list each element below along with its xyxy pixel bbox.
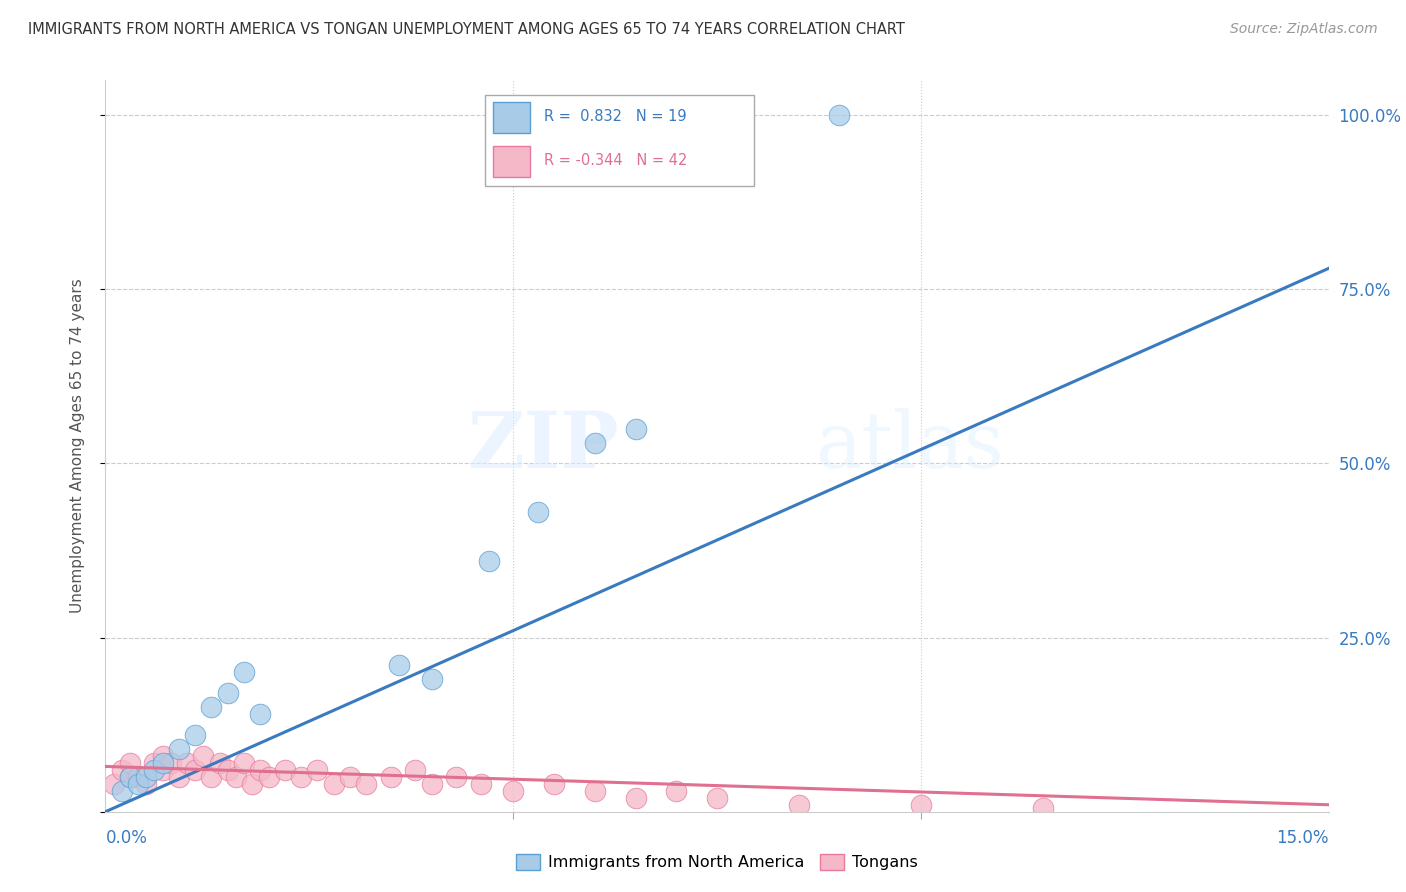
- Point: [624, 790, 647, 805]
- Point: [118, 770, 141, 784]
- Point: [910, 797, 932, 812]
- Point: [200, 770, 222, 784]
- Point: [388, 658, 411, 673]
- Point: [404, 763, 426, 777]
- Text: IMMIGRANTS FROM NORTH AMERICA VS TONGAN UNEMPLOYMENT AMONG AGES 65 TO 74 YEARS C: IMMIGRANTS FROM NORTH AMERICA VS TONGAN …: [28, 22, 905, 37]
- FancyBboxPatch shape: [492, 146, 530, 178]
- Point: [444, 770, 467, 784]
- Point: [307, 763, 329, 777]
- Point: [665, 784, 688, 798]
- Point: [322, 777, 344, 791]
- Point: [135, 777, 157, 791]
- Point: [176, 756, 198, 770]
- Text: R = -0.344   N = 42: R = -0.344 N = 42: [544, 153, 688, 169]
- Point: [184, 728, 207, 742]
- Point: [217, 763, 239, 777]
- Point: [143, 763, 166, 777]
- Point: [478, 554, 501, 568]
- Text: atlas: atlas: [815, 409, 1004, 483]
- Point: [249, 763, 271, 777]
- FancyBboxPatch shape: [485, 95, 754, 186]
- Point: [225, 770, 247, 784]
- Point: [420, 673, 443, 687]
- Point: [152, 763, 174, 777]
- Text: 15.0%: 15.0%: [1277, 829, 1329, 847]
- Point: [159, 756, 181, 770]
- Point: [217, 686, 239, 700]
- Point: [526, 505, 548, 519]
- Point: [127, 770, 149, 784]
- Point: [200, 700, 222, 714]
- Text: ZIP: ZIP: [468, 408, 619, 484]
- Point: [118, 756, 141, 770]
- Point: [290, 770, 312, 784]
- Point: [706, 790, 728, 805]
- Point: [502, 784, 524, 798]
- Point: [143, 756, 166, 770]
- Point: [1032, 801, 1054, 815]
- Point: [111, 784, 134, 798]
- Legend: Immigrants from North America, Tongans: Immigrants from North America, Tongans: [510, 847, 924, 877]
- Point: [111, 763, 134, 777]
- Point: [135, 770, 157, 784]
- Text: 0.0%: 0.0%: [105, 829, 148, 847]
- Text: R =  0.832   N = 19: R = 0.832 N = 19: [544, 110, 686, 124]
- Point: [274, 763, 297, 777]
- Point: [470, 777, 492, 791]
- Point: [339, 770, 361, 784]
- Point: [356, 777, 378, 791]
- Point: [127, 777, 149, 791]
- Point: [828, 108, 851, 122]
- Point: [233, 756, 256, 770]
- Point: [583, 784, 606, 798]
- Point: [208, 756, 231, 770]
- Point: [380, 770, 402, 784]
- Point: [787, 797, 810, 812]
- Y-axis label: Unemployment Among Ages 65 to 74 years: Unemployment Among Ages 65 to 74 years: [70, 278, 84, 614]
- Point: [167, 742, 190, 756]
- Point: [249, 707, 271, 722]
- Point: [233, 665, 256, 680]
- Point: [167, 770, 190, 784]
- Point: [193, 749, 215, 764]
- Point: [240, 777, 263, 791]
- FancyBboxPatch shape: [492, 103, 530, 133]
- Point: [583, 435, 606, 450]
- Point: [152, 756, 174, 770]
- Point: [257, 770, 280, 784]
- Point: [624, 421, 647, 435]
- Point: [543, 777, 565, 791]
- Point: [420, 777, 443, 791]
- Point: [118, 770, 141, 784]
- Point: [184, 763, 207, 777]
- Point: [152, 749, 174, 764]
- Point: [103, 777, 125, 791]
- Text: Source: ZipAtlas.com: Source: ZipAtlas.com: [1230, 22, 1378, 37]
